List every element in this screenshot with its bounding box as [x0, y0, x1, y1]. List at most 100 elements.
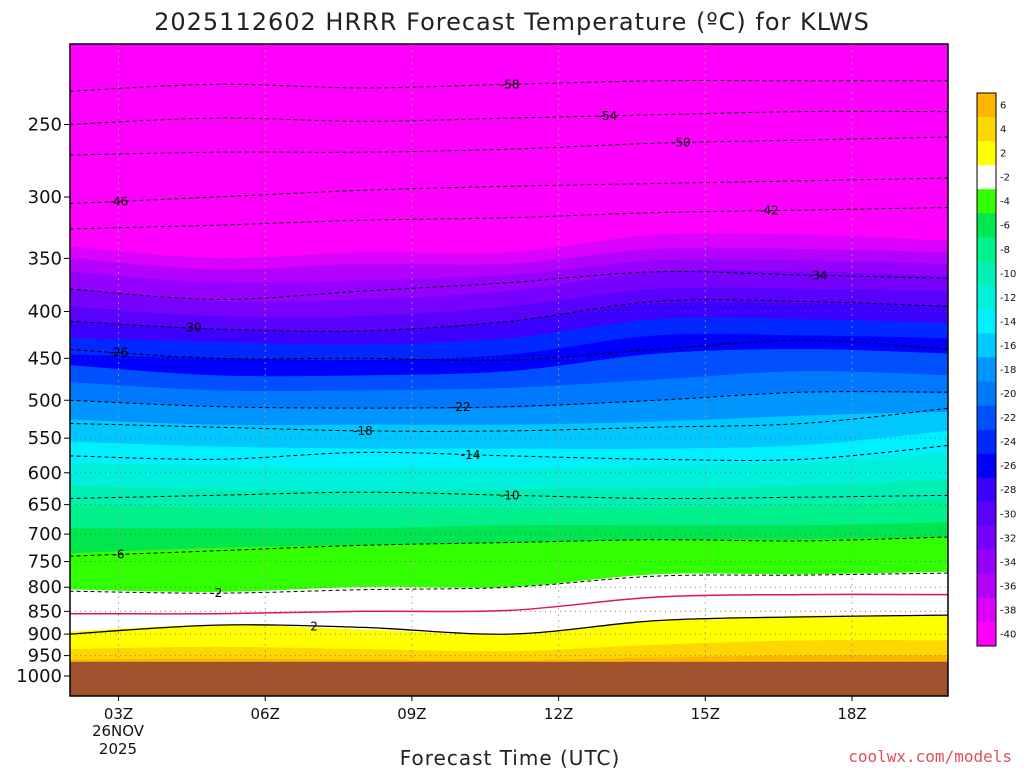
- colorbar-label-12: -20: [1000, 389, 1016, 400]
- y-tick-label-250: 250: [28, 115, 62, 136]
- y-tick-label-800: 800: [28, 577, 62, 598]
- y-tick-label-550: 550: [28, 428, 62, 449]
- x-tick-label-06Z: 06Z: [251, 705, 280, 723]
- isotherm-label--14: -14: [461, 448, 481, 462]
- colorbar-swatch-14: [977, 429, 996, 454]
- colorbar-label-20: -36: [1000, 581, 1016, 592]
- y-tick-label-750: 750: [28, 552, 62, 573]
- colorbar-swatch-21: [977, 597, 996, 623]
- isotherm-label--58: -58: [500, 77, 520, 91]
- colorbar-swatch-10: [977, 333, 996, 358]
- colorbar-label-18: -32: [1000, 533, 1016, 544]
- colorbar-label-4: -4: [1000, 197, 1010, 208]
- isotherm-label--34: -34: [808, 268, 828, 282]
- colorbar-label-2: 2: [1000, 149, 1006, 160]
- isotherm-label--6: -6: [113, 547, 125, 561]
- colorbar-label-5: -6: [1000, 221, 1010, 232]
- isotherm-label--50: -50: [671, 136, 691, 150]
- y-axis-ticks: 250 300 350 400 450 500 550 600 650 700 750 800 850 9…: [16, 115, 70, 687]
- colorbar-swatch-16: [977, 477, 996, 503]
- x-tick-label-03Z: 03Z: [104, 705, 133, 723]
- colorbar-swatch-1: [977, 117, 996, 142]
- grid-lines: [70, 44, 948, 696]
- colorbar: 6 4 2 -2 -4 -6 -8 -10 -12 -14 -16 -18 -20 -22 -24 -26 -2…: [976, 92, 1016, 647]
- colorbar-swatch-17: [977, 501, 996, 527]
- freezing-line: [70, 593, 948, 615]
- x-sublabel-date: 26NOV: [92, 722, 145, 740]
- colorbar-swatch-13: [977, 405, 996, 430]
- isotherm-label--30: -30: [182, 321, 202, 335]
- isotherm-label--26: -26: [109, 345, 129, 359]
- colorbar-label-19: -34: [1000, 557, 1016, 568]
- colorbar-swatch-11: [977, 357, 996, 382]
- y-tick-label-650: 650: [28, 495, 62, 516]
- x-tick-label-09Z: 09Z: [397, 705, 426, 723]
- isotherm--34: [70, 271, 948, 300]
- colorbar-swatch-4: [977, 189, 996, 214]
- isotherm-label--42: -42: [759, 204, 779, 218]
- isotherm-label--2: -2: [210, 586, 222, 600]
- isotherm-label--10: -10: [500, 488, 520, 502]
- colorbar-label-14: -24: [1000, 437, 1016, 448]
- colorbar-swatch-0: [977, 93, 996, 118]
- colorbar-label-17: -30: [1000, 509, 1016, 520]
- colorbar-label-1: 4: [1000, 125, 1006, 136]
- isotherm-label-2: 2: [310, 620, 318, 634]
- colorbar-label-11: -18: [1000, 365, 1016, 376]
- isotherm-2: [70, 614, 948, 635]
- y-tick-label-350: 350: [28, 248, 62, 269]
- x-tick-label-12Z: 12Z: [544, 705, 573, 723]
- isotherm-label--54: -54: [598, 109, 618, 123]
- colorbar-swatch-5: [977, 213, 996, 238]
- colorbar-label-6: -8: [1000, 245, 1010, 256]
- colorbar-swatch-18: [977, 525, 996, 551]
- temperature-band-0: [70, 44, 948, 259]
- x-tick-label-18Z: 18Z: [837, 705, 866, 723]
- x-sublabel-year: 2025: [99, 740, 137, 758]
- x-tick-label-15Z: 15Z: [691, 705, 720, 723]
- colorbar-swatch-19: [977, 549, 996, 575]
- y-tick-label-400: 400: [28, 301, 62, 322]
- colorbar-swatch-6: [977, 237, 996, 262]
- colorbar-label-9: -14: [1000, 317, 1016, 328]
- y-tick-label-1000: 1000: [16, 666, 62, 687]
- y-tick-label-300: 300: [28, 187, 62, 208]
- colorbar-swatch-2: [977, 141, 996, 166]
- y-tick-label-500: 500: [28, 390, 62, 411]
- colorbar-swatch-9: [977, 309, 996, 334]
- chart-title: 2025112602 HRRR Forecast Temperature (ºC…: [154, 8, 870, 36]
- colorbar-swatch-20: [977, 573, 996, 599]
- colorbar-swatch-22: [977, 621, 996, 647]
- colorbar-label-3: -2: [1000, 173, 1010, 184]
- isotherm--30: [70, 299, 948, 332]
- y-tick-label-600: 600: [28, 463, 62, 484]
- colorbar-label-16: -28: [1000, 485, 1016, 496]
- colorbar-label-15: -26: [1000, 461, 1016, 472]
- terrain-ground: [70, 661, 948, 696]
- x-axis-label: Forecast Time (UTC): [400, 746, 621, 768]
- colorbar-swatch-15: [977, 453, 996, 478]
- colorbar-swatch-3: [977, 165, 996, 190]
- colorbar-swatch-12: [977, 381, 996, 406]
- colorbar-label-10: -16: [1000, 341, 1016, 352]
- y-tick-label-450: 450: [28, 348, 62, 369]
- plot-frame: [69, 43, 949, 697]
- y-tick-label-700: 700: [28, 524, 62, 545]
- colorbar-label-7: -10: [1000, 269, 1016, 280]
- colorbar-label-21: -38: [1000, 605, 1016, 616]
- isotherm-label--18: -18: [353, 424, 373, 438]
- y-tick-label-850: 850: [28, 601, 62, 622]
- isotherm-label--22: -22: [451, 400, 471, 414]
- colorbar-swatch-8: [977, 285, 996, 310]
- colorbar-label-13: -22: [1000, 413, 1016, 424]
- x-axis-ticks: 03Z 06Z 09Z 12Z 15Z 18Z: [104, 696, 867, 723]
- temperature-bands: [70, 44, 948, 696]
- colorbar-label-8: -12: [1000, 293, 1016, 304]
- colorbar-swatch-7: [977, 261, 996, 286]
- credit-text: coolwx.com/models: [848, 747, 1012, 766]
- colorbar-frame: [976, 92, 997, 647]
- isotherm-contours: -58-54-50-46-42-34-30-26-22-18-14-10-6-2…: [70, 77, 948, 635]
- isotherm-label--46: -46: [109, 194, 129, 208]
- y-tick-label-950: 950: [28, 646, 62, 667]
